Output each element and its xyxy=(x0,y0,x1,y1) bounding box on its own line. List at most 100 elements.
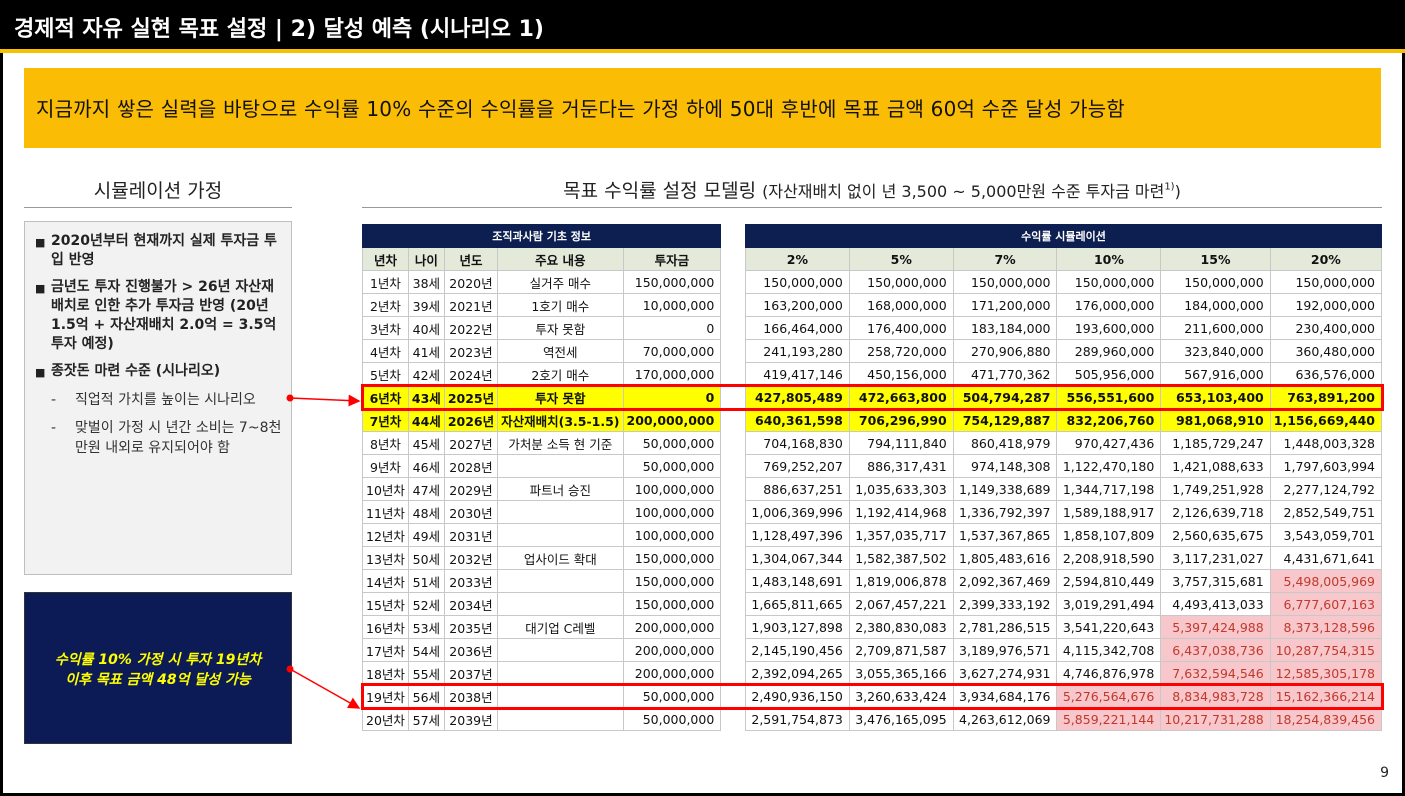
simulation-cell: 1,797,603,994 xyxy=(1269,454,1383,478)
sim-table-group-header: 수익률 시뮬레이션 xyxy=(745,224,1382,248)
info-cell: 18년차 xyxy=(362,661,409,685)
info-cell: 6년차 xyxy=(362,385,409,409)
simulation-cell: 567,916,000 xyxy=(1160,362,1271,386)
simulation-cell: 4,493,413,033 xyxy=(1160,592,1271,616)
info-cell: 0 xyxy=(622,385,722,409)
info-column-header: 주요 내용 xyxy=(497,247,624,271)
title-underline xyxy=(0,49,1405,53)
info-cell: 49세 xyxy=(407,523,445,547)
simulation-cell: 754,129,887 xyxy=(952,408,1058,432)
info-cell: 42세 xyxy=(407,362,445,386)
simulation-cell: 150,000,000 xyxy=(848,270,954,294)
simulation-cell: 230,400,000 xyxy=(1269,316,1383,340)
assumption-bullet: ■ 2020년부터 현재까지 실제 투자금 투입 반영 xyxy=(35,232,283,270)
table-row: 12년차 49세 2031년 100,000,000 xyxy=(362,523,722,547)
simulation-cell: 5,498,005,969 xyxy=(1269,569,1383,593)
simulation-cell: 1,128,497,396 xyxy=(745,523,850,547)
simulation-cell: 270,906,880 xyxy=(952,339,1058,363)
simulation-cell: 472,663,800 xyxy=(848,385,954,409)
simulation-cell: 1,589,188,917 xyxy=(1056,500,1162,524)
table-row: 2년차 39세 2021년 1호기 매수 10,000,000 xyxy=(362,293,722,317)
table-row: 2,490,936,150 3,260,633,424 3,934,684,176 5… xyxy=(745,684,1383,708)
info-cell: 52세 xyxy=(407,592,445,616)
info-cell: 2028년 xyxy=(443,454,499,478)
info-cell: 50,000,000 xyxy=(622,454,722,478)
simulation-cell: 192,000,000 xyxy=(1269,293,1383,317)
assumption-sub-item: - 직업적 가치를 높이는 시나리오 xyxy=(51,390,283,410)
table-row: 18년차 55세 2037년 200,000,000 xyxy=(362,661,722,685)
info-cell: 70,000,000 xyxy=(622,339,722,363)
assumption-text: 금년도 투자 진행불가 > 26년 자산재배치로 인한 추가 투자금 반영 (2… xyxy=(51,279,277,352)
info-cell: 파트너 승진 xyxy=(497,477,624,501)
info-cell: 8년차 xyxy=(362,431,409,455)
info-cell: 12년차 xyxy=(362,523,409,547)
info-cell: 2034년 xyxy=(443,592,499,616)
callout-line: 수익률 10% 가정 시 투자 19년차 xyxy=(54,652,262,668)
simulation-cell: 2,852,549,751 xyxy=(1269,500,1383,524)
info-cell: 업사이드 확대 xyxy=(497,546,624,570)
table-row: 166,464,000 176,400,000 183,184,000 193,600… xyxy=(745,316,1383,340)
info-cell: 7년차 xyxy=(362,408,409,432)
slide-title: 경제적 자유 실현 목표 설정 | 2) 달성 예측 (시나리오 1) xyxy=(0,0,1405,49)
info-cell: 0 xyxy=(622,316,722,340)
info-cell: 2029년 xyxy=(443,477,499,501)
assumptions-heading-divider xyxy=(24,207,292,208)
table-row: 1,006,369,996 1,192,414,968 1,336,792,397 1… xyxy=(745,500,1383,524)
simulation-cell: 1,344,717,198 xyxy=(1056,477,1162,501)
table-row: 2,145,190,456 2,709,871,587 3,189,976,571 4… xyxy=(745,638,1383,662)
simulation-cell: 471,770,362 xyxy=(952,362,1058,386)
info-cell: 47세 xyxy=(407,477,445,501)
simulation-cell: 1,304,067,344 xyxy=(745,546,850,570)
info-cell: 46세 xyxy=(407,454,445,478)
table-row: 241,193,280 258,720,000 270,906,880 289,960… xyxy=(745,339,1383,363)
simulation-cell: 886,317,431 xyxy=(848,454,954,478)
arrow-to-year6 xyxy=(289,394,361,407)
info-cell: 2025년 xyxy=(443,385,499,409)
modeling-heading-divider xyxy=(362,207,1382,208)
simulation-cell: 3,934,684,176 xyxy=(952,684,1058,708)
simulation-cell: 5,276,564,676 xyxy=(1056,684,1162,708)
basic-info-table: 조직과사람 기초 정보 년차 나이 년도 주요 내용 투자금 1년차 38세 2020년 실거… xyxy=(361,224,722,731)
simulation-cell: 171,200,000 xyxy=(952,293,1058,317)
table-row: 704,168,830 794,111,840 860,418,979 970,427… xyxy=(745,431,1383,455)
simulation-cell: 706,296,990 xyxy=(848,408,954,432)
simulation-cell: 769,252,207 xyxy=(745,454,850,478)
assumptions-box: ■ 2020년부터 현재까지 실제 투자금 투입 반영 ■ 금년도 투자 진행불… xyxy=(24,221,292,575)
table-row: 3년차 40세 2022년 투자 못함 0 xyxy=(362,316,722,340)
simulation-cell: 166,464,000 xyxy=(745,316,850,340)
info-cell: 투자 못함 xyxy=(497,385,624,409)
callout-line: 이후 목표 금액 48억 달성 가능 xyxy=(65,672,251,688)
info-cell: 2021년 xyxy=(443,293,499,317)
info-cell: 2035년 xyxy=(443,615,499,639)
info-cell: 100,000,000 xyxy=(622,523,722,547)
simulation-cell: 3,627,274,931 xyxy=(952,661,1058,685)
info-cell: 9년차 xyxy=(362,454,409,478)
simulation-cell: 970,427,436 xyxy=(1056,431,1162,455)
simulation-cell: 4,431,671,641 xyxy=(1269,546,1383,570)
simulation-cell: 150,000,000 xyxy=(952,270,1058,294)
info-cell: 10,000,000 xyxy=(622,293,722,317)
info-cell: 200,000,000 xyxy=(622,615,722,639)
assumptions-heading: 시뮬레이션 가정 xyxy=(93,180,223,202)
dash-icon: - xyxy=(51,420,57,436)
return-rate-column-header: 5% xyxy=(848,247,954,271)
simulation-cell: 2,392,094,265 xyxy=(745,661,850,685)
table-row: 13년차 50세 2032년 업사이드 확대 150,000,000 xyxy=(362,546,722,570)
info-cell: 2031년 xyxy=(443,523,499,547)
info-cell: 150,000,000 xyxy=(622,569,722,593)
info-cell: 100,000,000 xyxy=(622,477,722,501)
info-cell: 170,000,000 xyxy=(622,362,722,386)
info-cell: 150,000,000 xyxy=(622,592,722,616)
simulation-cell: 636,576,000 xyxy=(1269,362,1383,386)
simulation-cell: 505,956,000 xyxy=(1056,362,1162,386)
simulation-cell: 1,336,792,397 xyxy=(952,500,1058,524)
info-cell: 투자 못함 xyxy=(497,316,624,340)
info-cell: 2027년 xyxy=(443,431,499,455)
table-row: 9년차 46세 2028년 50,000,000 xyxy=(362,454,722,478)
info-cell: 150,000,000 xyxy=(622,270,722,294)
assumption-sub-text: 직업적 가치를 높이는 시나리오 xyxy=(75,392,256,408)
simulation-cell: 974,148,308 xyxy=(952,454,1058,478)
assumption-bullet: ■ 금년도 투자 진행불가 > 26년 자산재배치로 인한 추가 투자금 반영 … xyxy=(35,278,283,354)
assumption-sub-item: - 맞벌이 가정 시 년간 소비는 7~8천만원 내외로 유지되어야 함 xyxy=(51,418,283,458)
